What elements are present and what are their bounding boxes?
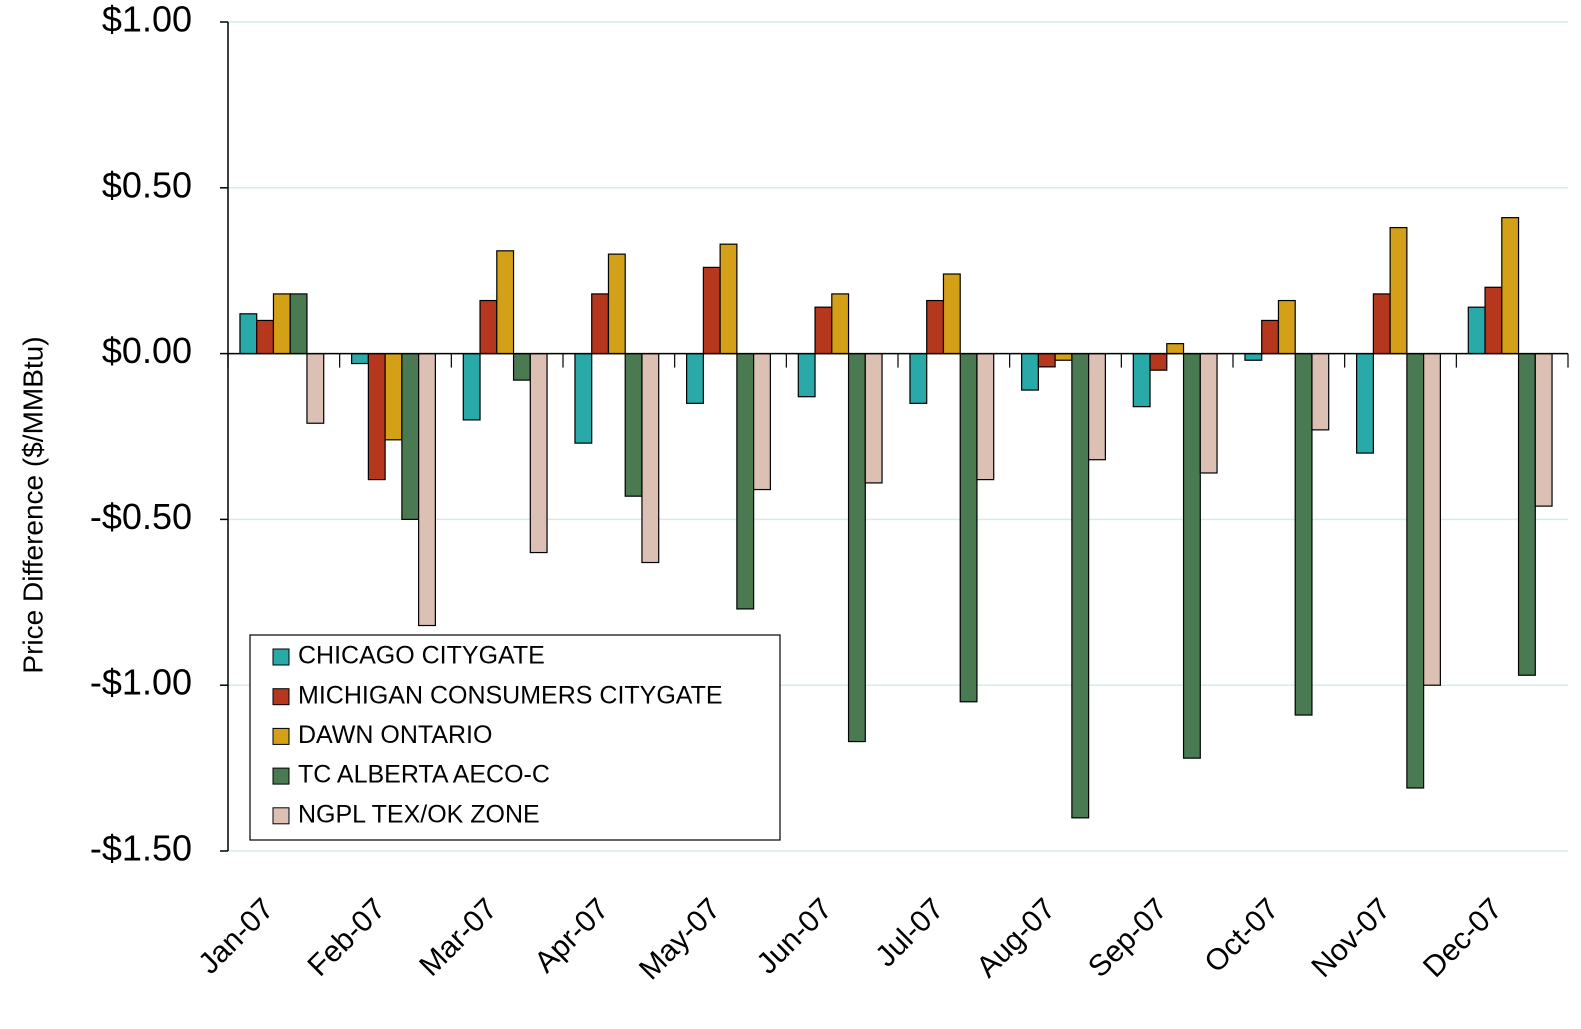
bar — [926, 299, 945, 355]
bar — [351, 353, 369, 365]
bar — [1021, 353, 1039, 391]
bar — [1037, 353, 1056, 368]
bar — [959, 353, 978, 703]
x-tick-label: Jun-07 — [751, 892, 839, 980]
bar — [864, 353, 883, 484]
y-tick-label: -$0.50 — [90, 496, 192, 537]
x-tick-label: Mar-07 — [413, 892, 504, 983]
bar — [239, 313, 258, 355]
x-tick-label: Oct-07 — [1198, 892, 1285, 979]
bar — [814, 306, 833, 355]
bar — [529, 353, 548, 554]
x-tick-label: Nov-07 — [1305, 892, 1397, 984]
bar — [976, 353, 995, 481]
bar — [1277, 299, 1296, 355]
bar — [1054, 353, 1073, 361]
legend-label: NGPL TEX/OK ZONE — [298, 800, 540, 828]
bar — [1423, 353, 1441, 686]
x-tick-label: Sep-07 — [1082, 892, 1174, 984]
bar — [1501, 217, 1520, 355]
y-axis-title: Price Difference ($/MMBtu) — [17, 336, 48, 673]
legend-swatch — [272, 688, 290, 706]
x-tick-label: Dec-07 — [1417, 892, 1509, 984]
x-tick-label: Jan-07 — [192, 892, 280, 980]
bar — [1484, 286, 1503, 355]
y-tick-label: $1.00 — [102, 0, 192, 40]
bar — [1261, 319, 1280, 355]
bar — [702, 266, 721, 355]
bar — [1182, 353, 1201, 759]
legend-label: CHICAGO CITYGATE — [298, 642, 545, 670]
legend-swatch — [272, 807, 290, 825]
bar — [289, 293, 308, 355]
x-tick-label: May-07 — [633, 892, 727, 986]
bar — [272, 293, 291, 355]
bar — [1406, 353, 1425, 789]
legend: CHICAGO CITYGATE MICHIGAN CONSUMERS CITYG… — [249, 634, 781, 841]
bar — [1149, 353, 1168, 371]
bar — [847, 353, 866, 743]
bar — [306, 353, 325, 424]
legend-label: TC ALBERTA AECO-C — [298, 761, 550, 789]
bar — [686, 353, 704, 404]
x-tick-label: Apr-07 — [528, 892, 615, 979]
bar — [624, 353, 643, 497]
bar — [384, 353, 403, 441]
bar — [1088, 353, 1106, 461]
bar — [401, 353, 420, 521]
bar — [1294, 353, 1313, 716]
bar — [462, 353, 481, 421]
y-tick-label: -$1.50 — [90, 828, 192, 869]
legend-label: MICHIGAN CONSUMERS CITYGATE — [298, 681, 723, 709]
bar — [753, 353, 771, 491]
bar — [1372, 293, 1391, 355]
bar — [942, 273, 961, 355]
legend-box — [249, 634, 781, 841]
bar — [1071, 353, 1090, 819]
y-tick-label: $0.50 — [102, 164, 192, 205]
x-tick-label: Aug-07 — [970, 892, 1062, 984]
bar — [641, 353, 660, 564]
bar — [1356, 353, 1374, 454]
x-tick-label: Jul-07 — [869, 892, 950, 973]
bar — [1389, 226, 1408, 355]
bar — [1166, 343, 1185, 355]
bar — [719, 243, 738, 355]
legend-swatch — [272, 648, 290, 666]
bar — [1199, 353, 1218, 474]
bar — [1244, 353, 1263, 361]
bar — [418, 353, 436, 627]
x-tick-label: Feb-07 — [301, 892, 392, 983]
bar — [607, 253, 626, 355]
bar — [591, 293, 610, 355]
bar — [512, 353, 531, 381]
bar — [1132, 353, 1151, 408]
bar — [831, 293, 850, 355]
bar — [496, 250, 515, 355]
bar — [256, 319, 275, 355]
legend-swatch — [272, 767, 290, 785]
bar — [1311, 353, 1330, 431]
legend-label: DAWN ONTARIO — [298, 721, 492, 749]
legend-swatch — [272, 727, 290, 745]
bar — [1517, 353, 1536, 676]
bar — [736, 353, 755, 610]
y-tick-label: $0.00 — [102, 330, 192, 371]
y-tick-label: -$1.00 — [90, 662, 192, 703]
bar — [1534, 353, 1553, 507]
bar — [1467, 306, 1486, 355]
bar — [479, 299, 498, 355]
bar — [574, 353, 593, 444]
bar — [797, 353, 816, 398]
bar — [367, 353, 386, 481]
bar — [909, 353, 928, 404]
